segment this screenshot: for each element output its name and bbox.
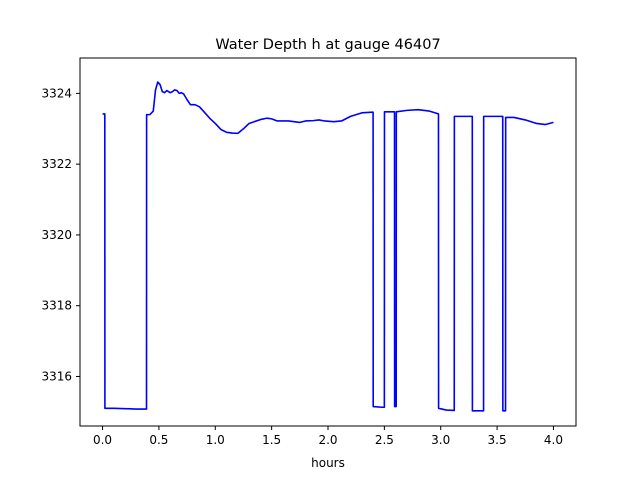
x-axis: 0.0 0.5 1.0 1.5 2.0 2.5 3.0 3.5 4.0: [93, 426, 563, 447]
y-tick-label: 3318: [41, 299, 72, 313]
plot-area: [79, 57, 577, 427]
x-tick-label: 2.5: [375, 433, 394, 447]
x-tick-label: 1.5: [262, 433, 281, 447]
plot-frame: [79, 57, 577, 427]
x-tick-label: 2.0: [318, 433, 337, 447]
y-axis: 3316 3318 3320 3322 3324: [41, 86, 80, 383]
y-tick-label: 3320: [41, 228, 72, 242]
x-axis-label: hours: [311, 456, 345, 470]
chart-title: Water Depth h at gauge 46407: [215, 37, 440, 53]
x-tick-label: 0.0: [93, 433, 112, 447]
y-tick-label: 3324: [41, 86, 72, 100]
x-tick-label: 1.0: [206, 433, 225, 447]
x-tick-label: 0.5: [149, 433, 168, 447]
x-tick-label: 3.5: [488, 433, 507, 447]
series-line-0: [102, 81, 554, 412]
x-tick-label: 4.0: [544, 433, 563, 447]
x-tick-label: 3.0: [431, 433, 450, 447]
y-tick-label: 3322: [41, 157, 72, 171]
y-tick-label: 3316: [41, 369, 72, 383]
